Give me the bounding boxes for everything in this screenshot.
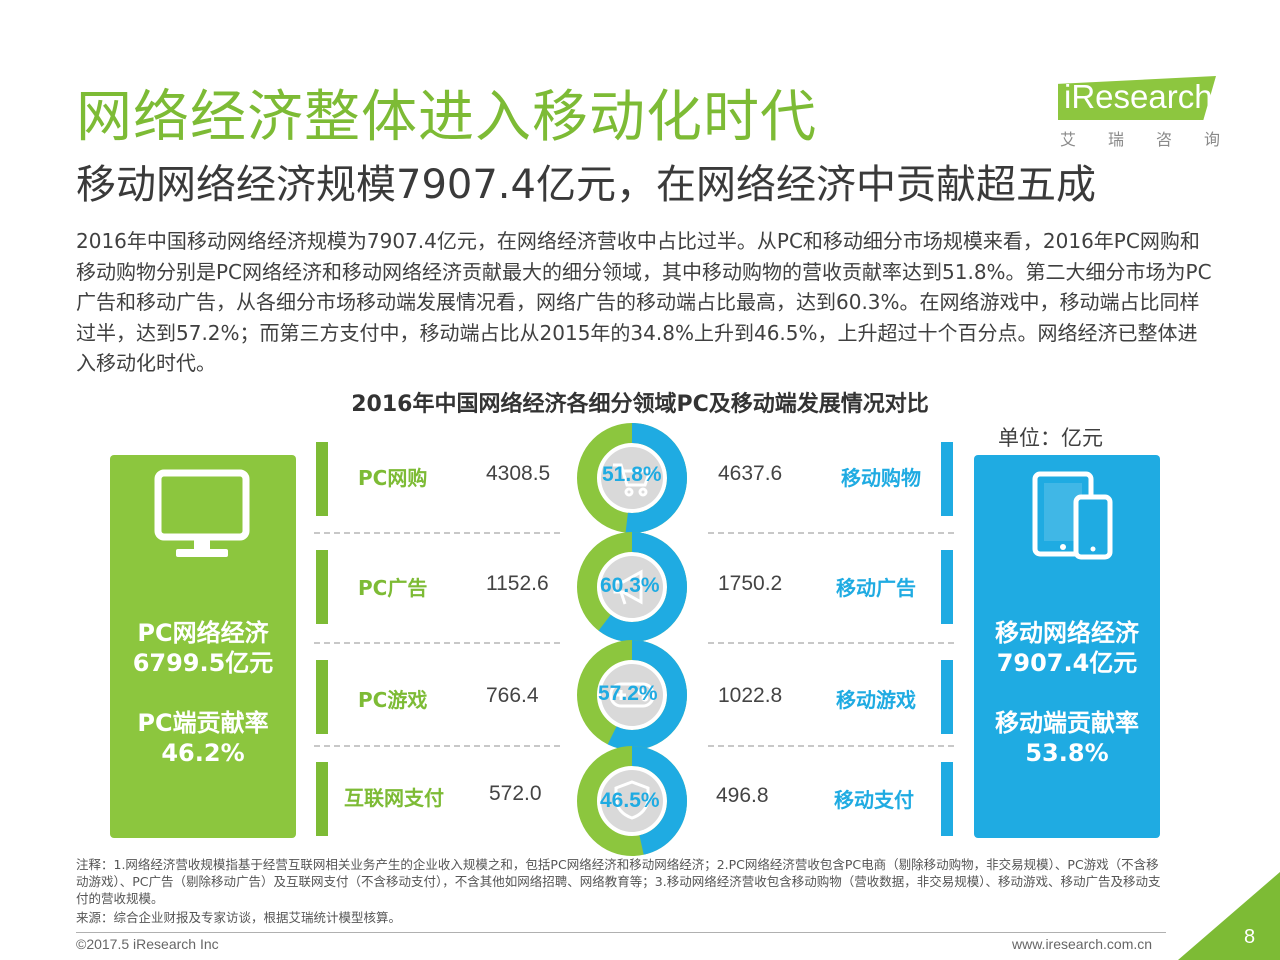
pc-row-bar — [316, 660, 328, 734]
mobile-share-arc — [577, 746, 687, 856]
iresearch-logo: iResearch — [1064, 78, 1213, 115]
pc-row-value: 1152.6 — [486, 572, 549, 595]
row-divider — [708, 532, 954, 534]
mobile-economy-value: 7907.4亿元 — [996, 649, 1138, 677]
mobile-row-bar — [941, 550, 953, 624]
share-donut — [577, 423, 687, 533]
iresearch-logo-tag — [1058, 76, 1216, 120]
tablet-phone-icon — [1032, 471, 1113, 560]
pc-row-value: 572.0 — [489, 782, 542, 805]
share-label: 57.2% — [598, 682, 658, 705]
mobile-row-bar — [941, 442, 953, 516]
pc-row-label: PC广告 — [358, 576, 428, 600]
logo-cn-char: 咨 — [1155, 130, 1172, 149]
pc-economy-label: PC网络经济 — [137, 619, 269, 647]
summary-paragraph: 2016年中国移动网络经济规模为7907.4亿元，在网络经济营收中占比过半。从P… — [76, 229, 1212, 375]
chart-title: 2016年中国网络经济各细分领域PC及移动端发展情况对比 — [351, 392, 929, 417]
logo-cn-char: 瑞 — [1107, 130, 1124, 149]
pc-row-label: PC游戏 — [358, 688, 428, 712]
mobile-share-arc — [577, 640, 687, 750]
mobile-share-arc — [577, 423, 687, 533]
pc-contribution-label: PC端贡献率 — [137, 709, 269, 737]
pc-economy-panel: PC网络经济 6799.5亿元 PC端贡献率 46.2% — [110, 455, 296, 838]
website-link[interactable]: www.iresearch.com.cn — [1012, 936, 1153, 952]
footnote: 注释：1.网络经济营收规模指基于经营互联网相关业务产生的企业收入规模之和，包括P… — [76, 857, 1161, 906]
source-note: 来源：综合企业财报及专家访谈，根据艾瑞统计模型核算。 — [76, 910, 402, 925]
cart-icon — [613, 463, 653, 497]
donut-center — [601, 447, 663, 509]
page-corner-triangle — [1178, 872, 1280, 960]
mobile-row-value: 4637.6 — [718, 462, 783, 485]
share-donut — [577, 532, 687, 642]
mobile-row-label: 移动支付 — [834, 788, 914, 812]
shield-icon — [614, 780, 650, 820]
donut-center — [601, 556, 663, 618]
footer-divider — [76, 932, 1166, 933]
page-number: 8 — [1244, 926, 1256, 948]
copyright: ©2017.5 iResearch Inc — [76, 936, 219, 952]
row-divider — [314, 745, 560, 747]
donut-center — [601, 770, 663, 832]
mobile-economy-label: 移动网络经济 — [995, 619, 1139, 647]
pc-row-label: 互联网支付 — [344, 786, 444, 810]
row-divider — [708, 745, 954, 747]
mobile-row-label: 移动游戏 — [836, 688, 916, 712]
row-divider — [708, 642, 954, 644]
mobile-share-arc — [577, 532, 687, 642]
mobile-row-value: 496.8 — [716, 784, 769, 807]
row-divider — [314, 532, 560, 534]
pc-row-bar — [316, 442, 328, 516]
pc-row-bar — [316, 762, 328, 836]
monitor-icon — [154, 469, 250, 557]
gamepad-icon — [609, 682, 655, 708]
pc-contribution-value: 46.2% — [161, 739, 245, 767]
mobile-row-label: 移动广告 — [836, 576, 916, 600]
mobile-row-value: 1750.2 — [718, 572, 783, 595]
unit-label: 单位：亿元 — [998, 426, 1103, 450]
share-label: 51.8% — [602, 463, 662, 486]
logo-cn-char: 艾 — [1060, 130, 1077, 149]
page-title: 网络经济整体进入移动化时代 — [76, 85, 817, 150]
mobile-row-bar — [941, 660, 953, 734]
share-donut — [577, 746, 687, 856]
pc-row-value: 766.4 — [486, 684, 539, 707]
mobile-contribution-value: 53.8% — [1025, 739, 1109, 767]
donut-center — [601, 664, 663, 726]
page-subtitle: 移动网络经济规模7907.4亿元，在网络经济中贡献超五成 — [76, 162, 1096, 208]
mobile-row-bar — [941, 762, 953, 836]
share-donut — [577, 640, 687, 750]
megaphone-icon — [613, 569, 643, 605]
iresearch-logo-cn: 艾 瑞 咨 询 — [1060, 126, 1220, 150]
row-divider — [314, 642, 560, 644]
mobile-row-label: 移动购物 — [841, 466, 921, 490]
pc-row-bar — [316, 550, 328, 624]
share-label: 46.5% — [600, 789, 660, 812]
mobile-row-value: 1022.8 — [718, 684, 783, 707]
mobile-economy-panel: 移动网络经济 7907.4亿元 移动端贡献率 53.8% — [974, 455, 1160, 838]
mobile-contribution-label: 移动端贡献率 — [995, 709, 1139, 737]
logo-cn-char: 询 — [1203, 130, 1220, 149]
pc-row-value: 4308.5 — [486, 462, 551, 485]
pc-row-label: PC网购 — [358, 466, 428, 490]
share-label: 60.3% — [600, 574, 660, 597]
pc-economy-value: 6799.5亿元 — [132, 649, 274, 677]
